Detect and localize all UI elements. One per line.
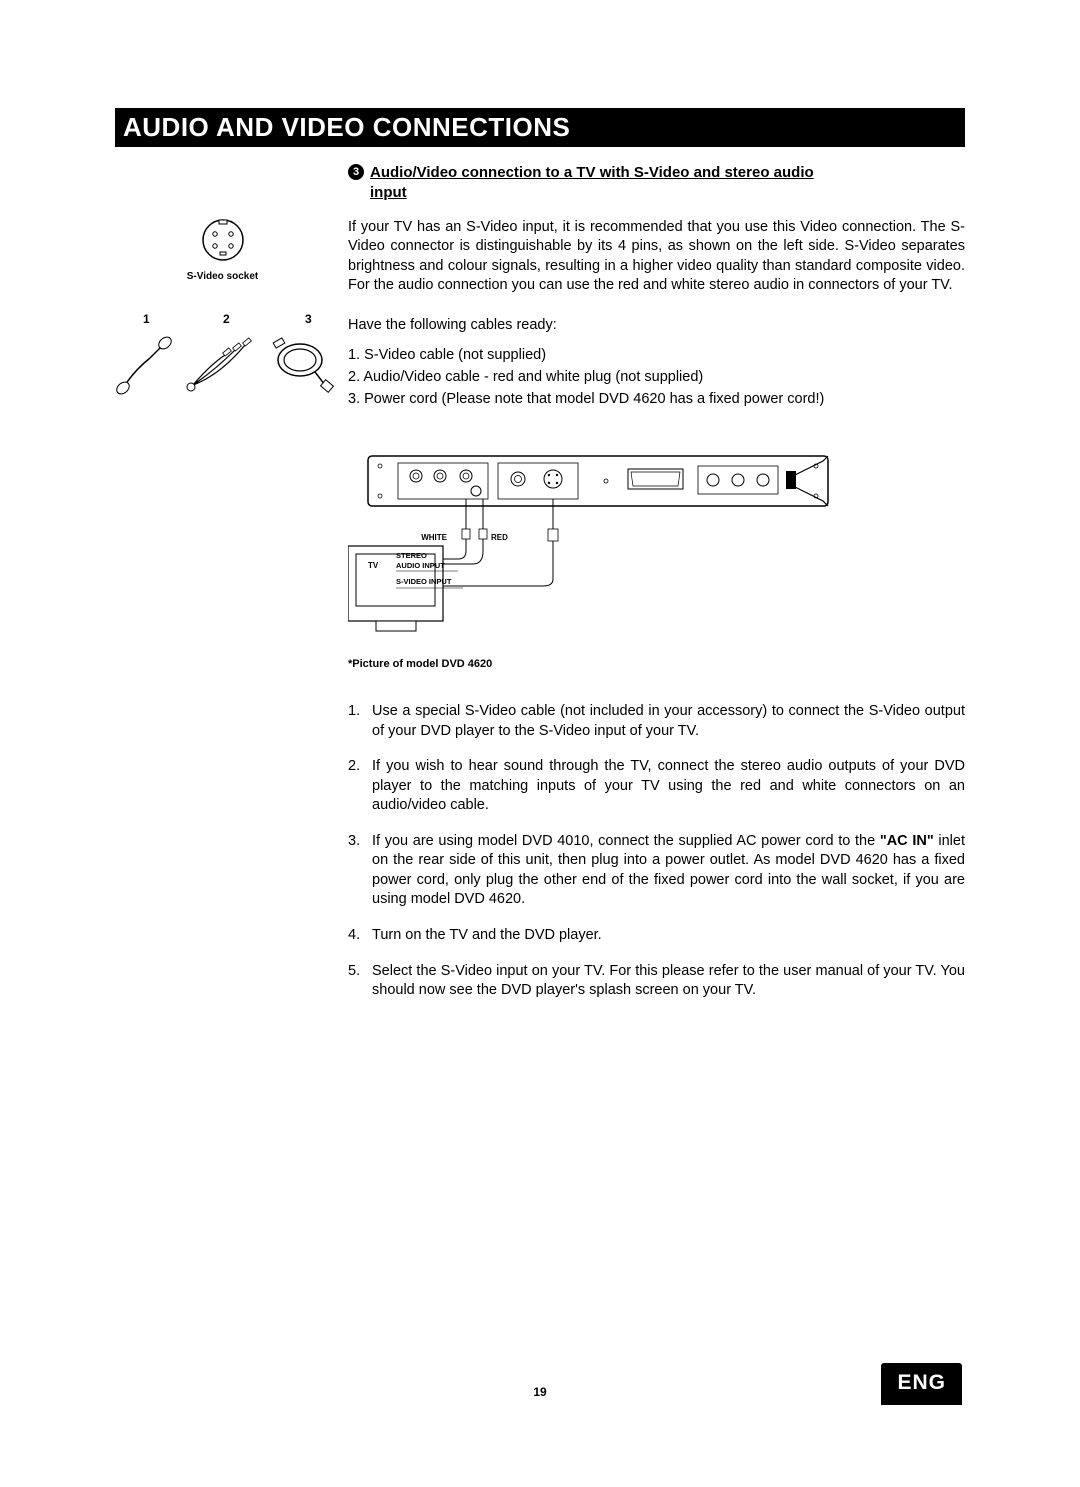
have-ready-text: Have the following cables ready: (348, 316, 965, 336)
diagram-red-label: RED (491, 533, 508, 542)
steps-list: 1. Use a special S-Video cable (not incl… (348, 702, 965, 1001)
cable-num-3: 3 (305, 312, 312, 326)
step-5-text: Select the S-Video input on your TV. For… (372, 962, 965, 1001)
section-title: 3 Audio/Video connection to a TV with S-… (348, 163, 965, 204)
cable-item-3: 3. Power cord (Please note that model DV… (348, 389, 965, 411)
svideo-cable-icon (115, 330, 185, 400)
bullet-icon: 3 (348, 164, 364, 180)
page-footer: 19 ENG (0, 1385, 1080, 1399)
av-cable-icon (185, 330, 265, 400)
step-1: 1. Use a special S-Video cable (not incl… (348, 702, 965, 741)
step-2-num: 2. (348, 757, 366, 816)
diagram-svideo-input-label: S-VIDEO INPUT (396, 577, 452, 586)
language-tab: ENG (881, 1363, 962, 1405)
cable-list: 1. S-Video cable (not supplied) 2. Audio… (348, 345, 965, 410)
step-1-text: Use a special S-Video cable (not include… (372, 702, 965, 741)
page-header: AUDIO AND VIDEO CONNECTIONS (115, 108, 965, 147)
diagram-tv-label: TV (368, 561, 379, 570)
step-3-num: 3. (348, 832, 366, 910)
step-5-num: 5. (348, 962, 366, 1001)
cables-figure: 1 2 3 (115, 312, 330, 412)
left-column: S-Video socket 1 2 3 (115, 163, 330, 1017)
step-2: 2. If you wish to hear sound through the… (348, 757, 965, 816)
right-column: 3 Audio/Video connection to a TV with S-… (348, 163, 965, 1017)
diagram-stereo-label: STEREO (396, 551, 427, 560)
svideo-socket-figure: S-Video socket (115, 218, 330, 282)
connection-diagram: WHITE RED TV STEREO AUDIO INPUT S-VIDEO … (348, 451, 965, 672)
svideo-socket-icon (201, 218, 245, 262)
content-area: S-Video socket 1 2 3 (115, 163, 965, 1017)
cable-item-1: 1. S-Video cable (not supplied) (348, 345, 965, 367)
diagram-audio-input-label: AUDIO INPUT (396, 561, 445, 570)
diagram-white-label: WHITE (421, 533, 447, 542)
section-title-line2: input (370, 184, 407, 201)
step-3: 3. If you are using model DVD 4010, conn… (348, 832, 965, 910)
step-3-text: If you are using model DVD 4010, connect… (372, 832, 965, 910)
step-1-num: 1. (348, 702, 366, 741)
intro-paragraph: If your TV has an S-Video input, it is r… (348, 218, 965, 296)
svideo-socket-label: S-Video socket (115, 271, 330, 282)
step-4-text: Turn on the TV and the DVD player. (372, 926, 602, 946)
step-2-text: If you wish to hear sound through the TV… (372, 757, 965, 816)
cable-num-2: 2 (223, 312, 230, 326)
diagram-caption: *Picture of model DVD 4620 (348, 657, 965, 672)
section-title-line1: Audio/Video connection to a TV with S-Vi… (370, 164, 814, 181)
connection-diagram-svg: WHITE RED TV STEREO AUDIO INPUT S-VIDEO … (348, 451, 838, 641)
cable-num-1: 1 (143, 312, 150, 326)
step-5: 5. Select the S-Video input on your TV. … (348, 962, 965, 1001)
power-cord-icon (270, 330, 335, 400)
step-4-num: 4. (348, 926, 366, 946)
step-4: 4. Turn on the TV and the DVD player. (348, 926, 965, 946)
cable-item-2: 2. Audio/Video cable - red and white plu… (348, 367, 965, 389)
